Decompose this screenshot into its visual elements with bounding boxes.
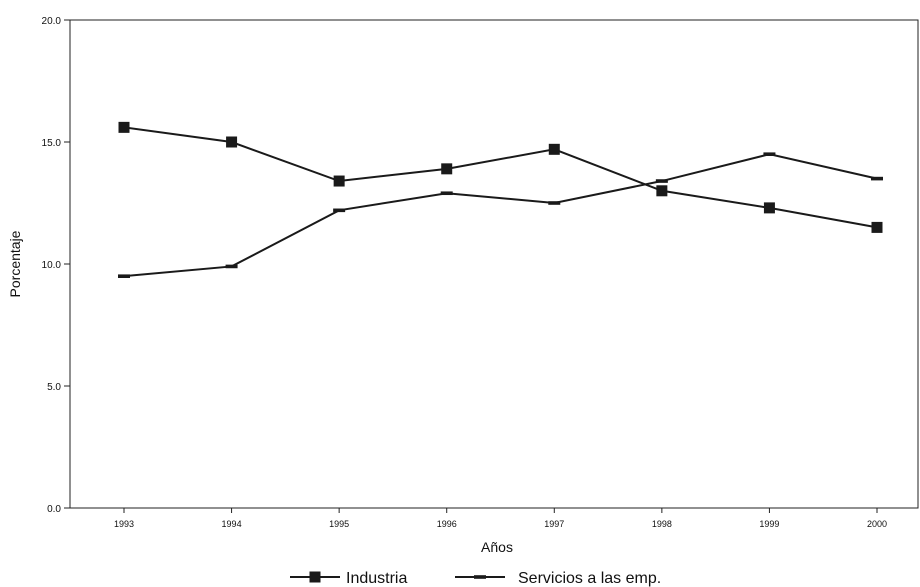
data-point-dash [333, 208, 346, 213]
data-point-square [333, 175, 345, 187]
data-point-square [656, 185, 668, 197]
x-tick-label: 1999 [759, 519, 779, 529]
x-tick-label: 1998 [652, 519, 672, 529]
data-point-square [548, 143, 560, 155]
x-tick-label: 1993 [114, 519, 134, 529]
legend-label: Industria [346, 570, 407, 587]
series-line-1 [123, 153, 878, 278]
legend-marker-dash [474, 575, 486, 579]
y-tick-label: 15.0 [42, 138, 62, 149]
y-axis-title: Porcentaje [7, 230, 23, 297]
y-tick-label: 0.0 [47, 504, 61, 515]
y-tick-label: 5.0 [47, 382, 61, 393]
y-axis-ticks: 0.0 5.0 10.0 15.0 20.0 [42, 16, 70, 515]
data-point-square [763, 202, 775, 214]
data-point-dash [225, 264, 238, 269]
data-point-dash [440, 191, 453, 196]
data-point-dash [655, 179, 668, 183]
series-layer [118, 121, 883, 278]
legend: Industria Servicios a las emp. [290, 570, 661, 587]
x-axis-title: Años [481, 539, 513, 555]
data-point-dash [763, 152, 776, 156]
data-point-square [441, 163, 453, 175]
x-tick-label: 2000 [867, 519, 887, 529]
x-axis-ticks: 1993 1994 1995 1996 1997 1998 1999 2000 [114, 508, 887, 529]
data-point-dash [871, 176, 883, 181]
plot-area [69, 19, 919, 509]
x-tick-label: 1996 [437, 519, 457, 529]
data-point-dash [118, 274, 130, 278]
y-tick-label: 10.0 [42, 260, 62, 271]
x-tick-label: 1997 [544, 519, 564, 529]
data-point-square [226, 136, 238, 148]
legend-marker-square [309, 571, 321, 583]
x-tick-label: 1995 [329, 519, 349, 529]
legend-label: Servicios a las emp. [518, 570, 661, 587]
data-point-square [118, 121, 130, 133]
data-point-square [871, 221, 883, 233]
data-point-dash [548, 201, 561, 205]
series-line-0 [123, 126, 878, 229]
y-tick-label: 20.0 [42, 16, 62, 27]
x-tick-label: 1994 [222, 519, 242, 529]
